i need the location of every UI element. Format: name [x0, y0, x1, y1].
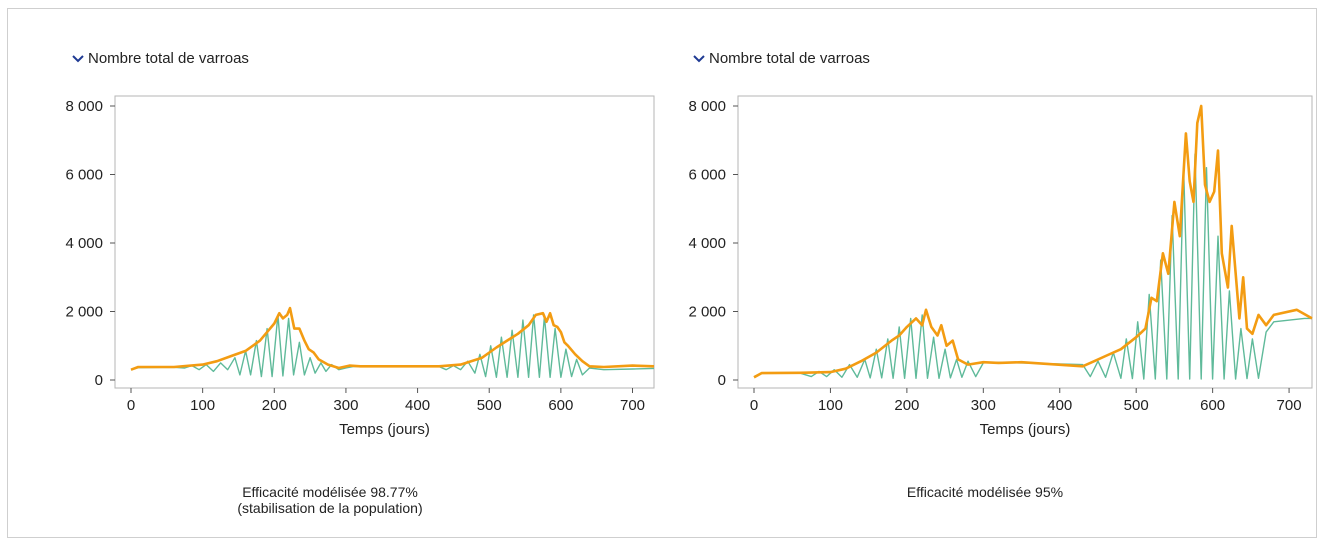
- series-line-1: [130, 306, 655, 371]
- x-tick-label: 0: [750, 397, 758, 414]
- y-tick-label: 2 000: [688, 304, 726, 321]
- series-line-1: [753, 104, 1313, 379]
- x-tick-label: 600: [548, 397, 573, 414]
- caption-line-1: Efficacité modélisée 98.77%: [242, 484, 418, 500]
- x-tick-label: 700: [620, 397, 645, 414]
- x-tick-label: 400: [405, 397, 430, 414]
- x-tick-label: 600: [1200, 397, 1225, 414]
- plot-area: [737, 95, 1313, 389]
- dropdown-label: Nombre total de varroas: [709, 50, 870, 67]
- x-tick-label: 300: [971, 397, 996, 414]
- caption-line-2: (stabilisation de la population): [237, 500, 423, 516]
- chart-caption: Efficacité modélisée 98.77% (stabilisati…: [200, 484, 460, 516]
- x-tick-label: 400: [1047, 397, 1072, 414]
- chart-right: 0 100 200 300 400 500 600 700 0 2 000 4 000 6 000 8 …: [688, 95, 1313, 438]
- y-tick-label: 8 000: [688, 98, 726, 115]
- chevron-down-icon: [72, 54, 84, 62]
- chevron-down-icon: [693, 54, 705, 62]
- x-tick-label: 500: [477, 397, 502, 414]
- x-axis-title: Temps (jours): [980, 421, 1071, 438]
- y-tick-label: 8 000: [65, 98, 103, 115]
- series-line-0: [753, 153, 1312, 380]
- variable-dropdown[interactable]: Nombre total de varroas: [693, 50, 870, 67]
- x-tick-label: 200: [894, 397, 919, 414]
- x-tick-label: 200: [262, 397, 287, 414]
- x-tick-label: 100: [190, 397, 215, 414]
- chart-caption: Efficacité modélisée 95%: [835, 484, 1135, 500]
- chart-left: 0 100 200 300 400 500 600 700 0 2 000 4 000 6 000 8 …: [65, 95, 655, 438]
- x-tick-label: 100: [818, 397, 843, 414]
- series-line-0: [130, 314, 655, 378]
- x-axis-title: Temps (jours): [339, 421, 430, 438]
- y-tick-label: 2 000: [65, 304, 103, 321]
- variable-dropdown[interactable]: Nombre total de varroas: [72, 50, 249, 67]
- chart-panel-left: Nombre total de varroas 0 100 200 300 400 500…: [0, 0, 660, 528]
- y-tick-label: 0: [718, 372, 726, 389]
- y-tick-label: 0: [95, 372, 103, 389]
- caption-line-1: Efficacité modélisée 95%: [906, 484, 1064, 500]
- x-tick-label: 700: [1277, 397, 1302, 414]
- y-tick-label: 6 000: [65, 167, 103, 184]
- x-tick-label: 500: [1124, 397, 1149, 414]
- y-tick-label: 4 000: [65, 235, 103, 252]
- y-tick-label: 4 000: [688, 235, 726, 252]
- y-tick-label: 6 000: [688, 167, 726, 184]
- dropdown-label: Nombre total de varroas: [88, 50, 249, 67]
- plot-area: [114, 95, 655, 389]
- x-tick-label: 0: [127, 397, 135, 414]
- chart-panel-right: Nombre total de varroas 0 100 200 300 400 500…: [660, 0, 1318, 528]
- x-tick-label: 300: [333, 397, 358, 414]
